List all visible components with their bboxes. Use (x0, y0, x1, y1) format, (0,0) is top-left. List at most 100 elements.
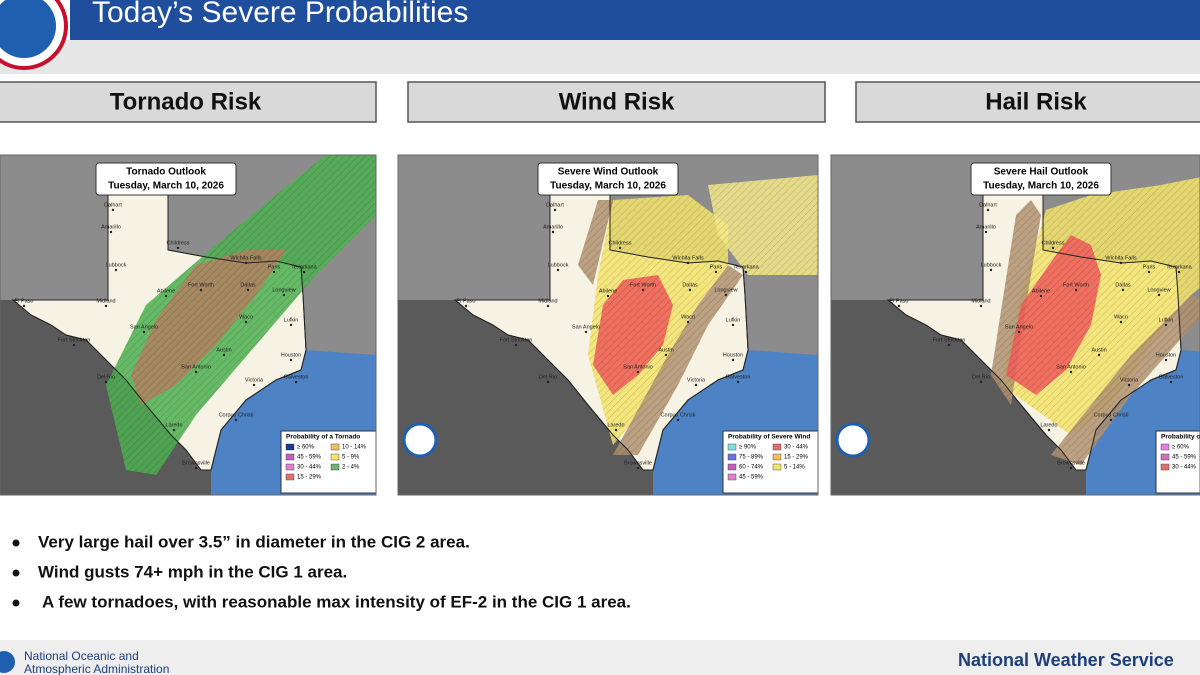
city-dot (164, 294, 168, 298)
city-dot (676, 418, 680, 422)
texas-outline (11, 189, 307, 471)
city-dot (1127, 383, 1131, 387)
city-label: Dallas (682, 282, 698, 288)
city-dot (664, 353, 668, 357)
city-dot (1119, 261, 1123, 265)
map-title: Severe Wind Outlook (558, 167, 659, 178)
city-label: Fort Worth (630, 282, 656, 288)
legend-title: Probability of Severe Wind (728, 434, 810, 441)
city-label: Victoria (1120, 377, 1139, 383)
city-dot (553, 208, 557, 212)
risk-hatch (1051, 295, 1200, 465)
legend-bin: 5 - 14% (784, 465, 805, 471)
legend-bin: 15 - 29% (297, 475, 322, 481)
legend-bin: 2 - 4% (342, 465, 360, 471)
city-dot (22, 304, 26, 308)
city-label: Corpus Christi (1094, 412, 1129, 418)
city-dot (686, 261, 690, 265)
city-label: Childress (609, 240, 632, 246)
city-dot (688, 288, 692, 292)
city-label: San Angelo (572, 324, 600, 330)
city-dot (294, 380, 298, 384)
legend-swatch (1160, 453, 1170, 461)
legend-bin: 45 - 59% (1172, 455, 1197, 461)
risk-hatch (708, 175, 818, 275)
mexico (831, 300, 1086, 495)
city-label: Houston (723, 352, 744, 358)
city-dot (1097, 353, 1101, 357)
city-dot (272, 270, 276, 274)
city-label: Abilene (1032, 288, 1050, 294)
city-dot (1109, 418, 1113, 422)
panel-heading: Wind Risk (559, 88, 675, 115)
city-dot (714, 270, 718, 274)
city-label: Fort Stockton (500, 337, 533, 343)
slide-title: Today’s Severe Probabilities (92, 0, 468, 29)
risk-hatch (106, 155, 376, 475)
legend-bin: 10 - 14% (342, 445, 367, 451)
bullet-text: Very large hail over 3.5” in diameter in… (38, 532, 470, 551)
legend-box (280, 430, 376, 494)
city-dot (109, 230, 113, 234)
city-dot (724, 293, 728, 297)
map: Dalhart Amarillo Childress Lubbock Wichita F… (0, 155, 376, 495)
city-dot (1047, 428, 1051, 432)
legend-swatch (1160, 443, 1170, 451)
footer-agency: Atmospheric Administration (24, 662, 169, 675)
city-dot (1069, 466, 1073, 470)
city-label: Galveston (1159, 374, 1184, 380)
city-label: Abilene (599, 288, 617, 294)
city-label: Longview (1147, 287, 1170, 293)
legend-swatch (330, 453, 340, 461)
city-label: Longview (714, 287, 737, 293)
city-label: Midland (538, 298, 557, 304)
map-frame: Dalhart Amarillo Childress Lubbock Wichita F… (0, 155, 376, 495)
city-dot (984, 230, 988, 234)
city-label: Fort Stockton (933, 337, 966, 343)
city-label: Victoria (245, 377, 264, 383)
panel-heading: Hail Risk (985, 88, 1087, 115)
city-label: Paris (268, 264, 281, 270)
noaa-badge (402, 422, 438, 458)
city-label: Fort Worth (1063, 282, 1089, 288)
city-dot (1177, 270, 1181, 274)
legend-bin: ≥ 60% (297, 445, 315, 451)
city-dot (1039, 294, 1043, 298)
city-label: Victoria (687, 377, 706, 383)
city-dot (1164, 323, 1168, 327)
bullet-dot (12, 539, 20, 547)
city-dot (897, 304, 901, 308)
bullet-text: Wind gusts 74+ mph in the CIG 1 area. (38, 562, 347, 581)
city-dot (686, 320, 690, 324)
map: Dalhart Amarillo Childress Lubbock Wichita F… (398, 155, 818, 495)
city-label: El Paso (890, 298, 909, 304)
city-label: Longview (272, 287, 295, 293)
city-dot (142, 330, 146, 334)
map-frame: Dalhart Amarillo Childress Lubbock Wichita F… (398, 155, 818, 495)
city-label: Wichita Falls (230, 255, 261, 261)
city-dot (1169, 380, 1173, 384)
noaa-logo (0, 651, 15, 673)
city-dot (979, 304, 983, 308)
legend-bin: 15 - 29% (784, 455, 809, 461)
city-label: San Antonio (623, 364, 653, 370)
city-label: Childress (1042, 240, 1065, 246)
city-dot (947, 343, 951, 347)
city-label: Brownsville (624, 460, 652, 466)
city-label: Dallas (1115, 282, 1131, 288)
city-dot (1164, 358, 1168, 362)
legend-swatch (285, 473, 295, 481)
city-label: Corpus Christi (661, 412, 696, 418)
city-label: San Antonio (181, 364, 211, 370)
city-label: Waco (1114, 314, 1128, 320)
city-dot (1119, 320, 1123, 324)
city-dot (636, 370, 640, 374)
city-dot (979, 380, 983, 384)
city-dot (289, 358, 293, 362)
texas-outline (886, 189, 1182, 471)
panel-heading-box (407, 81, 826, 123)
city-label: Waco (239, 314, 253, 320)
city-label: Amarillo (976, 224, 996, 230)
legend-bin: 30 - 44% (1172, 465, 1197, 471)
city-label: Texarkana (733, 264, 759, 270)
